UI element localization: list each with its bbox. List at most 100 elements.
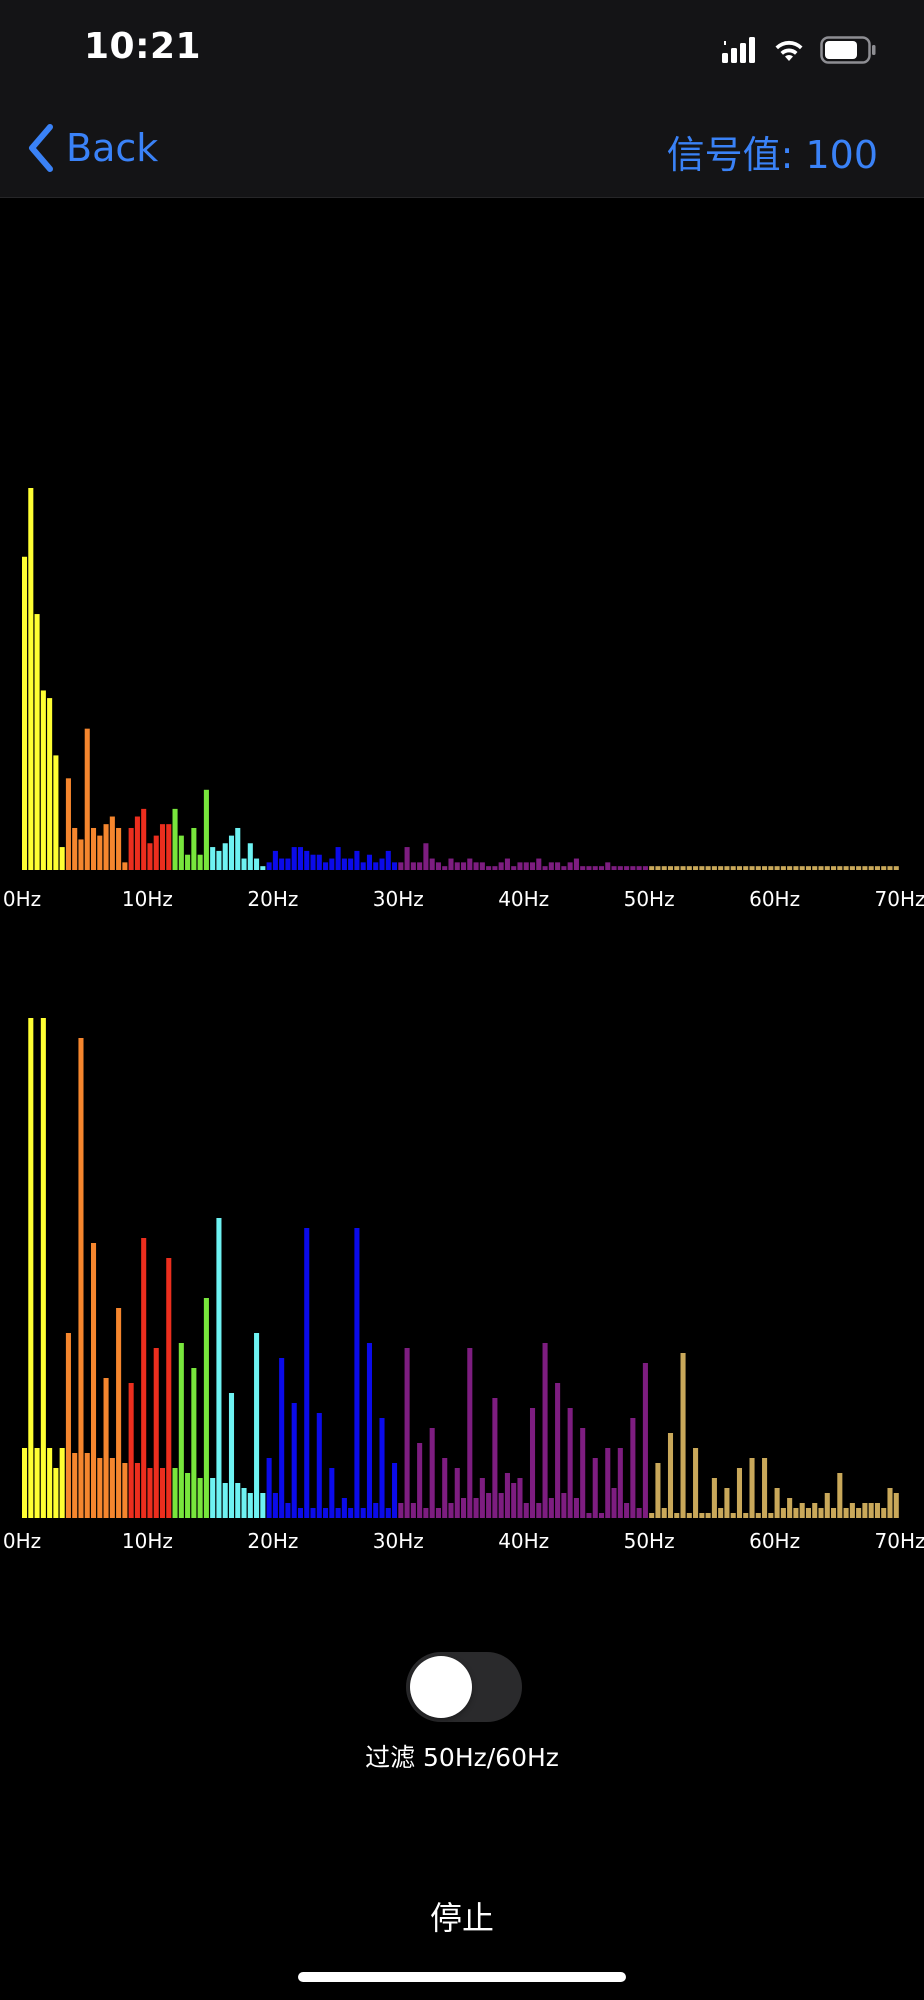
spectrum-bar <box>159 1468 166 1518</box>
spectrum-bar <box>548 1498 554 1518</box>
spectrum-bar <box>404 1348 410 1518</box>
battery-icon <box>820 36 876 64</box>
spectrum-bar <box>247 1493 253 1518</box>
back-button[interactable]: Back <box>26 120 158 176</box>
x-tick-label: 70Hz <box>875 1529 924 1553</box>
spectrum-bar <box>743 866 749 870</box>
signal-value-label: 信号值: 100 <box>666 133 878 177</box>
x-tick-label: 30Hz <box>373 1529 424 1553</box>
spectrum-bar <box>116 827 122 870</box>
spectrum-chart-bottom-svg: 0Hz 10Hz 20Hz 30Hz 40Hz 50Hz 60Hz 70Hz <box>3 1018 924 1553</box>
spectrum-bar <box>736 1468 743 1518</box>
spectrum-bar <box>97 1458 103 1518</box>
spectrum-bar <box>210 1478 216 1518</box>
spectrum-bar <box>874 866 880 870</box>
spectrum-bar <box>812 866 818 870</box>
spectrum-bar <box>241 858 247 870</box>
spectrum-bar <box>97 835 103 870</box>
spectrum-bar <box>354 1228 360 1518</box>
spectrum-bar <box>630 1418 636 1518</box>
spectrum-bar <box>34 614 40 870</box>
spectrum-bar <box>498 1493 504 1518</box>
spectrum-bar <box>592 1458 598 1518</box>
spectrum-bar <box>642 1363 648 1518</box>
spectrum-bar <box>84 728 90 870</box>
spectrum-bar <box>285 1503 291 1518</box>
spectrum-bar <box>793 866 799 870</box>
spectrum-bar <box>724 866 730 870</box>
spectrum-bar <box>360 1508 366 1518</box>
x-tick-label: 70Hz <box>875 887 924 911</box>
spectrum-bar <box>379 1418 385 1518</box>
spectrum-bar <box>266 1458 272 1518</box>
spectrum-bar <box>680 1353 686 1518</box>
spectrum-bar <box>166 824 172 870</box>
filter-toggle[interactable] <box>406 1652 522 1722</box>
spectrum-bar <box>172 808 178 870</box>
spectrum-bar <box>392 862 398 870</box>
spectrum-bar <box>341 1498 347 1518</box>
spectrum-bar <box>611 866 617 870</box>
spectrum-bar <box>492 866 498 870</box>
spectrum-bar <box>310 1508 316 1518</box>
spectrum-bar <box>103 824 109 870</box>
spectrum-bar <box>711 1478 717 1518</box>
x-tick-label: 30Hz <box>373 887 424 911</box>
spectrum-bar <box>573 1498 579 1518</box>
spectrum-bar <box>799 1503 805 1518</box>
spectrum-bar <box>22 1448 28 1518</box>
spectrum-bar <box>824 1493 830 1518</box>
spectrum-bar <box>523 862 529 870</box>
stop-button[interactable]: 停止 <box>429 1899 494 1937</box>
spectrum-bar <box>561 866 567 870</box>
spectrum-bar <box>392 1463 398 1518</box>
spectrum-bar <box>410 862 416 870</box>
spectrum-bar <box>548 862 554 870</box>
spectrum-bar <box>241 1488 247 1518</box>
spectrum-bar <box>849 866 855 870</box>
spectrum-bar <box>580 866 586 870</box>
spectrum-bar <box>28 1018 34 1518</box>
x-tick-label: 50Hz <box>624 887 675 911</box>
spectrum-bar <box>297 1508 304 1518</box>
spectrum-bar <box>72 827 78 870</box>
spectrum-bar <box>787 866 793 870</box>
spectrum-bar <box>617 1448 623 1518</box>
spectrum-bar <box>417 862 423 870</box>
spectrum-bar <box>147 1468 153 1518</box>
spectrum-bar <box>423 1508 429 1518</box>
home-indicator <box>298 1972 626 1982</box>
spectrum-bar <box>586 866 592 870</box>
spectrum-bar <box>893 866 899 870</box>
spectrum-bar <box>580 1428 586 1518</box>
spectrum-bar <box>341 858 347 870</box>
spectrum-bar <box>59 1448 65 1518</box>
spectrum-bar <box>536 858 542 870</box>
spectrum-bar <box>285 858 291 870</box>
spectrum-bar <box>467 858 473 870</box>
spectrum-bar <box>498 862 504 870</box>
spectrum-bar <box>711 866 717 870</box>
spectrum-bar <box>504 1473 510 1518</box>
spectrum-bar <box>774 866 780 870</box>
spectrum-bar <box>279 858 285 870</box>
spectrum-bar <box>636 1508 642 1518</box>
spectrum-bar <box>630 866 636 870</box>
spectrum-bar <box>843 1508 849 1518</box>
spectrum-bar <box>511 866 517 870</box>
spectrum-bar <box>373 862 379 870</box>
cellular-signal-icon <box>722 37 755 63</box>
spectrum-bar <box>504 858 510 870</box>
spectrum-bar <box>228 1393 235 1518</box>
chevron-left-icon <box>29 124 53 172</box>
spectrum-bar <box>473 1498 479 1518</box>
spectrum-bar <box>837 1473 843 1518</box>
spectrum-bar <box>624 866 630 870</box>
spectrum-bar <box>366 854 372 870</box>
spectrum-bar <box>197 854 203 870</box>
spectrum-bar <box>103 1378 109 1518</box>
spectrum-bar <box>718 866 724 870</box>
wifi-icon <box>775 40 803 61</box>
spectrum-bar <box>724 1488 730 1518</box>
spectrum-bar <box>881 866 887 870</box>
